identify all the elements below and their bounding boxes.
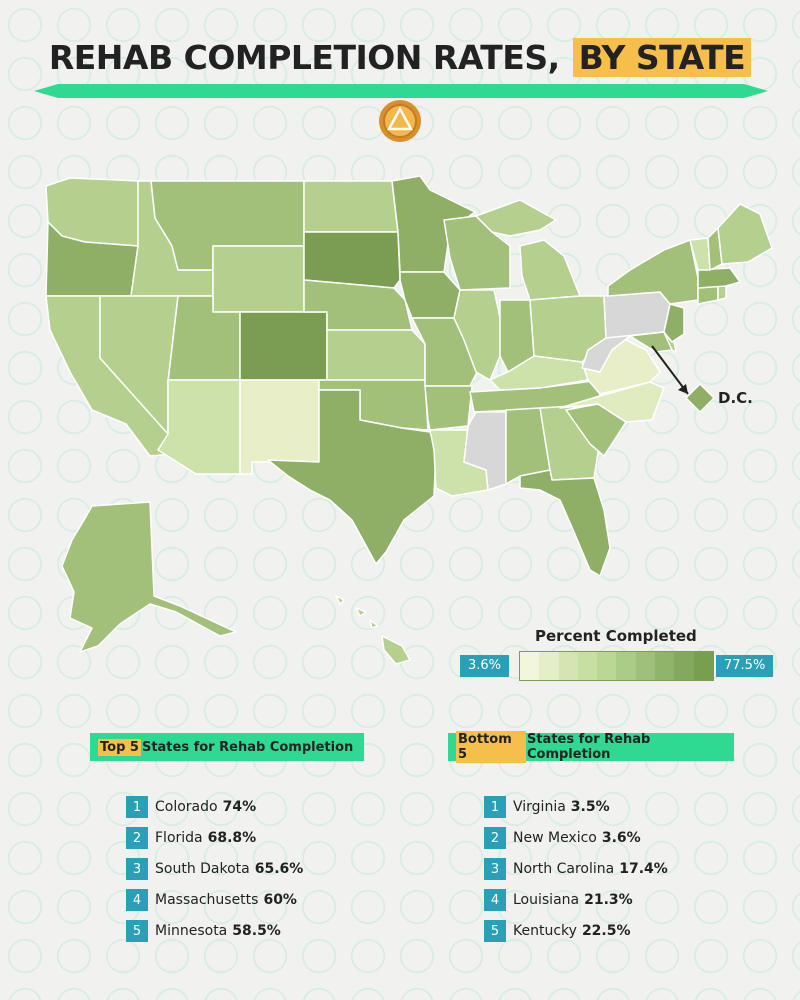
- rank-badge: 3: [126, 858, 148, 880]
- state-name: Florida: [155, 830, 203, 846]
- legend-swatch: [597, 652, 617, 680]
- state-north-carolina[interactable]: [559, 381, 665, 423]
- legend-swatch: [616, 652, 636, 680]
- list-item: 2 Florida 68.8%: [126, 825, 303, 851]
- logo-badge-icon: [379, 100, 421, 142]
- state-name: Massachusetts: [155, 892, 259, 908]
- rank-badge: 1: [484, 796, 506, 818]
- state-michigan-upper[interactable]: [475, 199, 557, 237]
- state-new-jersey[interactable]: [663, 303, 685, 343]
- legend-swatch: [635, 652, 656, 680]
- legend-min-label: 3.6%: [460, 655, 510, 677]
- legend-scale: [519, 651, 714, 681]
- rank-badge: 5: [484, 920, 506, 942]
- state-value: 22.5%: [581, 923, 631, 939]
- state-north-dakota[interactable]: [303, 180, 399, 233]
- state-value: 3.5%: [570, 799, 610, 815]
- rank-badge: 1: [126, 796, 148, 818]
- state-wyoming[interactable]: [212, 245, 305, 313]
- dc-pointer-line: [651, 345, 689, 395]
- legend-swatch: [539, 652, 559, 680]
- legend-title: Percent Completed: [535, 627, 697, 645]
- state-dc[interactable]: [685, 383, 715, 413]
- rank-badge: 2: [484, 827, 506, 849]
- banner-right-tail: [744, 84, 768, 98]
- list-item: 2 New Mexico 3.6%: [484, 825, 668, 851]
- state-hawaii-islands[interactable]: [335, 595, 379, 629]
- state-pennsylvania[interactable]: [603, 291, 671, 339]
- state-value: 65.6%: [254, 861, 304, 877]
- bottom5-highlight: Bottom 5: [456, 731, 526, 763]
- list-item: 3 North Carolina 17.4%: [484, 856, 668, 882]
- list-item: 4 Massachusetts 60%: [126, 887, 303, 913]
- rank-badge: 3: [484, 858, 506, 880]
- top5-header: Top 5 States for Rehab Completion: [90, 733, 364, 761]
- bottom5-head-text: States for Rehab Completion: [526, 732, 651, 762]
- legend-swatch: [520, 652, 540, 680]
- state-maine[interactable]: [717, 203, 773, 265]
- page-title: REHAB COMPLETION RATES, BY STATE: [48, 38, 752, 77]
- legend-max-label: 77.5%: [716, 655, 774, 677]
- legend-swatch: [674, 652, 694, 680]
- state-name: Louisiana: [513, 892, 580, 908]
- state-massachusetts[interactable]: [697, 267, 741, 289]
- state-value: 74%: [222, 799, 257, 815]
- bottom5-header: Bottom 5 States for Rehab Completion: [448, 731, 734, 763]
- title-banner: [58, 84, 744, 98]
- rank-badge: 5: [126, 920, 148, 942]
- banner-left-tail: [34, 84, 58, 98]
- list-item: 1 Virginia 3.5%: [484, 794, 668, 820]
- state-rhode-island[interactable]: [717, 285, 727, 301]
- legend-swatch: [655, 652, 675, 680]
- state-name: Virginia: [513, 799, 566, 815]
- dc-label: D.C.: [718, 389, 753, 407]
- state-florida[interactable]: [519, 469, 611, 577]
- state-colorado[interactable]: [239, 311, 328, 381]
- state-name: Kentucky: [513, 923, 577, 939]
- list-item: 5 Minnesota 58.5%: [126, 918, 303, 944]
- state-value: 3.6%: [601, 830, 641, 846]
- state-value: 60%: [263, 892, 297, 908]
- state-south-dakota[interactable]: [303, 231, 401, 289]
- list-item: 3 South Dakota 65.6%: [126, 856, 303, 882]
- state-value: 58.5%: [232, 923, 281, 939]
- rank-badge: 4: [126, 889, 148, 911]
- title-wrap: REHAB COMPLETION RATES, BY STATE: [0, 38, 800, 77]
- rank-badge: 4: [484, 889, 506, 911]
- list-item: 1 Colorado 74%: [126, 794, 303, 820]
- state-michigan[interactable]: [519, 239, 581, 301]
- title-main: REHAB COMPLETION RATES,: [48, 38, 560, 77]
- state-value: 21.3%: [584, 892, 633, 908]
- state-texas[interactable]: [267, 389, 437, 565]
- legend-swatch: [558, 652, 578, 680]
- state-iowa[interactable]: [399, 271, 461, 319]
- state-kansas[interactable]: [326, 329, 426, 381]
- state-alaska[interactable]: [61, 501, 237, 653]
- top5-highlight: Top 5: [98, 738, 141, 756]
- list-item: 5 Kentucky 22.5%: [484, 918, 668, 944]
- state-name: North Carolina: [513, 861, 615, 877]
- state-connecticut[interactable]: [697, 285, 719, 305]
- state-name: South Dakota: [155, 861, 250, 877]
- legend-swatch: [577, 652, 598, 680]
- state-hawaii[interactable]: [381, 635, 411, 665]
- state-arkansas[interactable]: [424, 385, 473, 431]
- top5-list: 1 Colorado 74% 2 Florida 68.8% 3 South Dakota…: [126, 794, 303, 949]
- state-arizona[interactable]: [157, 379, 241, 475]
- state-name: New Mexico: [513, 830, 597, 846]
- state-value: 68.8%: [207, 830, 257, 846]
- state-name: Colorado: [155, 799, 218, 815]
- list-item: 4 Louisiana 21.3%: [484, 887, 668, 913]
- state-name: Minnesota: [155, 923, 228, 939]
- rank-badge: 2: [126, 827, 148, 849]
- top5-head-text: States for Rehab Completion: [141, 739, 354, 755]
- state-value: 17.4%: [619, 861, 668, 877]
- state-maryland[interactable]: [629, 331, 673, 353]
- dc-pointer-arrow: [678, 384, 688, 394]
- legend-swatch: [693, 652, 713, 680]
- bottom5-list: 1 Virginia 3.5% 2 New Mexico 3.6% 3 North Car…: [484, 794, 668, 949]
- title-highlight: BY STATE: [572, 38, 752, 77]
